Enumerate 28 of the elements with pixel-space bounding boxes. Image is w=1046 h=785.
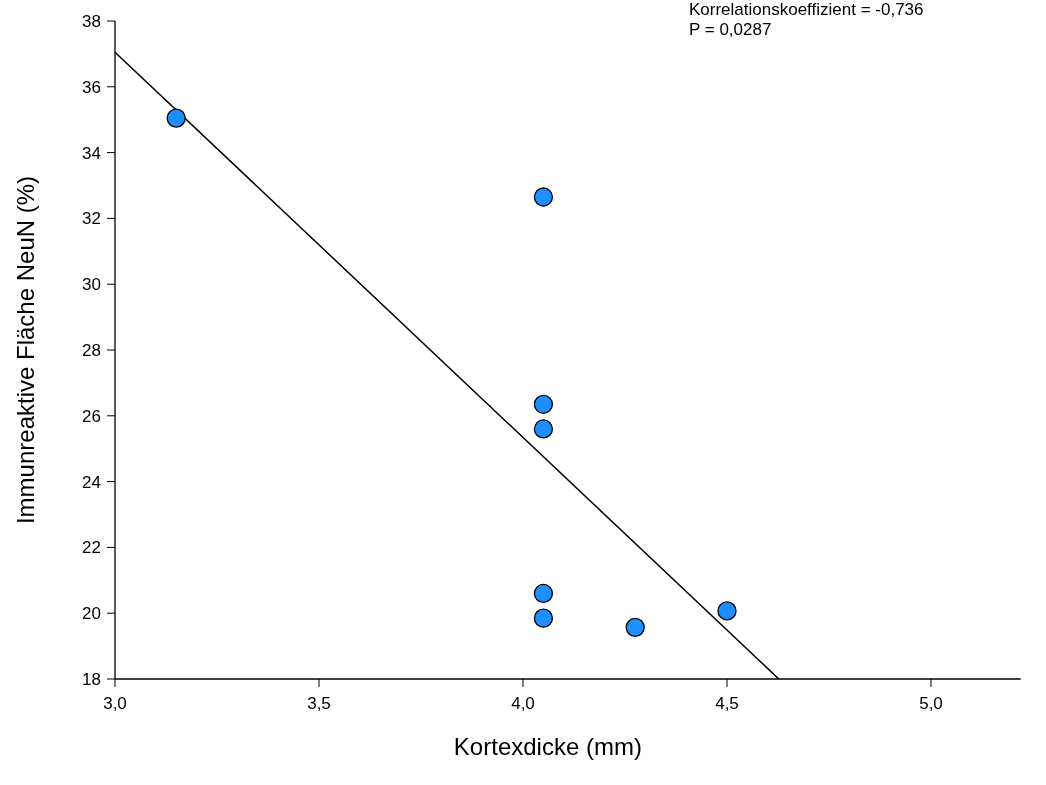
point bbox=[717, 601, 737, 621]
y-tick-label: 22 bbox=[82, 538, 101, 558]
point bbox=[166, 108, 186, 128]
y-tick-label: 38 bbox=[82, 12, 101, 31]
point bbox=[533, 583, 554, 604]
point bbox=[533, 608, 554, 628]
y-tick-label: 34 bbox=[82, 143, 101, 163]
x-tick-label: 3,5 bbox=[307, 694, 331, 713]
y-tick-label: 28 bbox=[82, 341, 101, 360]
x-tick-label: 4,0 bbox=[511, 694, 535, 713]
point bbox=[533, 419, 554, 439]
annotation: P = 0,0287 bbox=[689, 20, 772, 39]
x-axis-title: Kortexdicke (mm) bbox=[453, 733, 642, 760]
y-tick-label: 30 bbox=[82, 275, 101, 295]
y-tick-label: 18 bbox=[82, 670, 101, 689]
point bbox=[625, 617, 645, 637]
y-tick-label: 36 bbox=[82, 77, 101, 97]
y-tick-label: 26 bbox=[82, 406, 101, 426]
x-tick-label: 4,5 bbox=[715, 694, 739, 713]
x-tick-label: 3,0 bbox=[103, 694, 127, 713]
point bbox=[533, 187, 554, 207]
y-axis-title: Immunreaktive Fläche NeuN (%) bbox=[12, 175, 39, 525]
y-tick-label: 20 bbox=[82, 604, 101, 624]
text: Korrelationskoeffizient = -0,736 bbox=[689, 0, 924, 19]
x-tick-label: 5,0 bbox=[919, 694, 943, 713]
y-tick-label: 32 bbox=[82, 209, 101, 229]
y-tick-label: 24 bbox=[82, 472, 101, 492]
point bbox=[533, 394, 554, 414]
